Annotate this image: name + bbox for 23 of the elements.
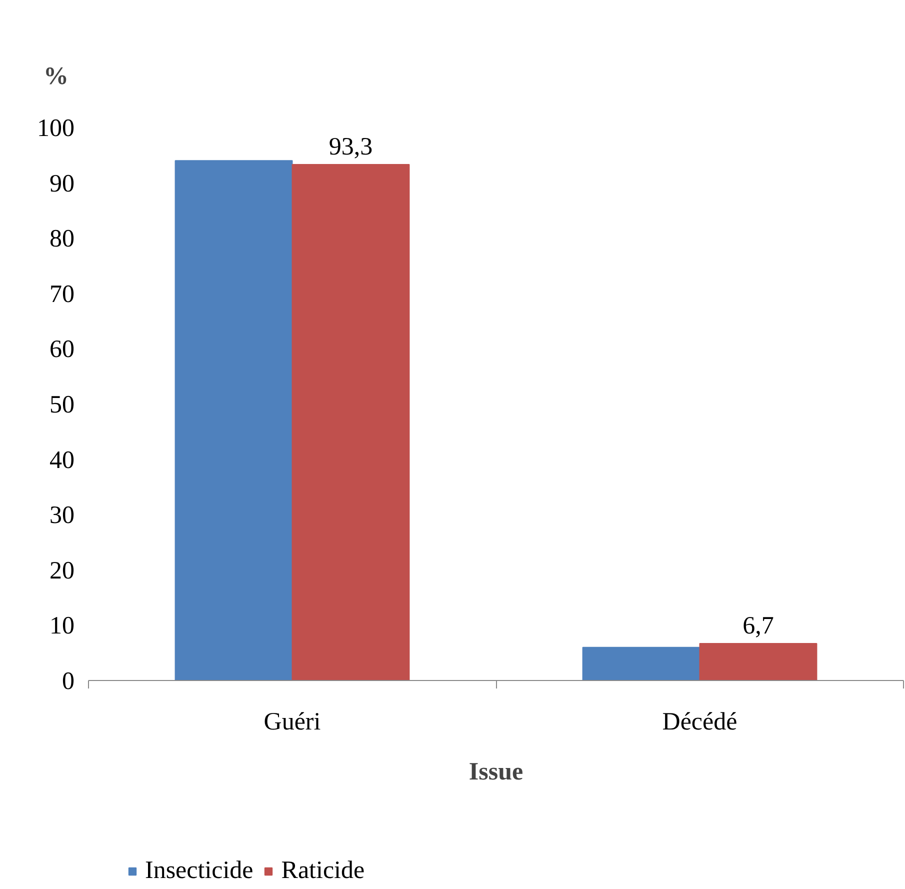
y-tick-label: 50 xyxy=(50,392,74,418)
bar xyxy=(292,164,410,680)
x-tick-label: Décédé xyxy=(662,708,738,736)
y-tick-label: 30 xyxy=(50,502,74,530)
y-axis-title: % xyxy=(44,63,68,90)
x-tick-label: Guéri xyxy=(264,708,321,736)
y-tick-label: 0 xyxy=(62,668,74,695)
bar xyxy=(699,642,818,680)
y-tick-label: 10 xyxy=(50,612,74,640)
y-tick-label: 100 xyxy=(37,115,74,142)
legend-label: Raticide xyxy=(281,857,365,885)
y-tick-label: 40 xyxy=(50,446,74,474)
data-label: 93,3 xyxy=(328,134,373,161)
x-axis-title: Issue xyxy=(468,758,524,786)
y-tick-label: 80 xyxy=(50,226,74,253)
y-tick-label: 60 xyxy=(50,336,74,364)
y-tick-label: 20 xyxy=(50,557,74,584)
data-label: 6,7 xyxy=(742,612,774,640)
legend-label: Insecticide xyxy=(145,857,254,885)
bar xyxy=(174,160,293,680)
y-tick-label: 90 xyxy=(50,170,74,198)
y-tick-label: 70 xyxy=(50,280,74,308)
bar xyxy=(582,646,700,680)
